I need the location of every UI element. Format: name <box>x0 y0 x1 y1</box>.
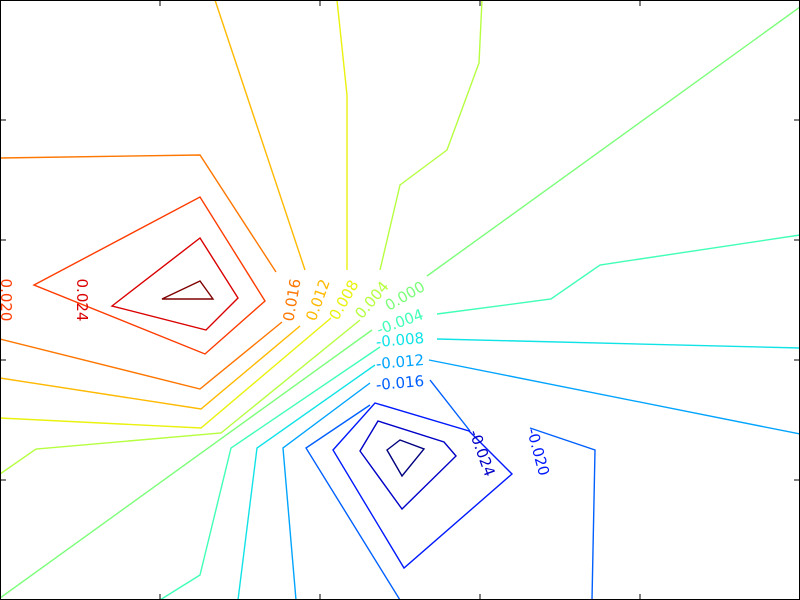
contour-line <box>386 439 426 478</box>
contour-line <box>359 420 457 511</box>
contour-label: -0.012 <box>375 351 425 373</box>
contour-line <box>110 236 239 331</box>
contour-label: 0.024 <box>73 279 91 322</box>
contour-line <box>0 0 348 429</box>
contour-label: -0.024 <box>465 427 498 479</box>
contour-line <box>32 196 266 355</box>
contour-label: 0.020 <box>0 279 15 322</box>
contour-line <box>332 402 514 570</box>
contour-line <box>237 338 800 600</box>
contour-label: 0.016 <box>279 277 304 322</box>
contour-line <box>0 154 283 390</box>
contour-line <box>0 0 306 410</box>
contour-line <box>0 0 483 475</box>
contour-line <box>282 359 800 600</box>
contour-label: 0.000 <box>382 277 428 314</box>
contour-line <box>305 379 596 600</box>
contour-line <box>159 234 800 600</box>
contour-label: -0.016 <box>375 372 425 394</box>
contour-label: -0.008 <box>375 329 425 351</box>
contour-line <box>161 280 215 300</box>
contour-line <box>0 6 800 599</box>
